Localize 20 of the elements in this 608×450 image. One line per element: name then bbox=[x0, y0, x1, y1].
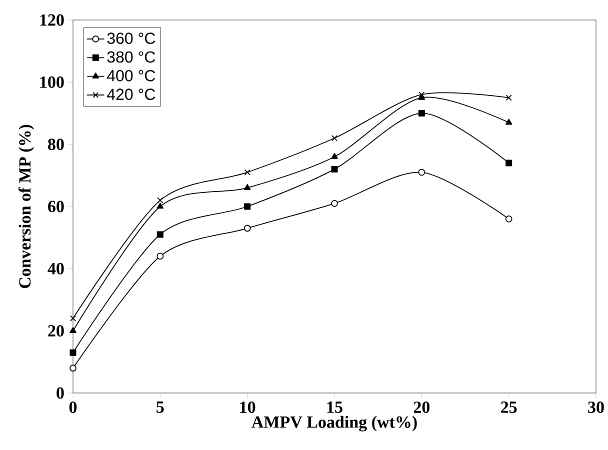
y-tick-label: 20 bbox=[48, 325, 64, 337]
y-tick-label: 100 bbox=[40, 76, 64, 88]
legend-label: 400 °C bbox=[106, 70, 156, 82]
x-tick-label: 0 bbox=[69, 402, 77, 414]
y-tick-label: 40 bbox=[48, 262, 64, 274]
x-tick-label: 15 bbox=[327, 402, 342, 413]
y-tick-label: 120 bbox=[40, 14, 64, 26]
y-tick-label: 60 bbox=[48, 200, 64, 212]
x-tick-label: 5 bbox=[156, 402, 164, 413]
x-tick-label: 20 bbox=[414, 402, 430, 414]
y-tick-label: 80 bbox=[48, 138, 64, 150]
y-tick-label: 0 bbox=[56, 387, 64, 399]
y-axis-title: Conversion of MP (%) bbox=[18, 124, 34, 288]
x-axis-title: AMPV Loading (wt%) bbox=[252, 416, 417, 432]
legend-label: 380 °C bbox=[107, 51, 156, 63]
x-tick-label: 30 bbox=[588, 402, 604, 414]
legend-label: 360 °C bbox=[107, 32, 156, 44]
x-tick-label: 10 bbox=[240, 402, 256, 414]
x-tick-label: 25 bbox=[501, 402, 517, 413]
legend-label: 420 °C bbox=[106, 88, 156, 100]
